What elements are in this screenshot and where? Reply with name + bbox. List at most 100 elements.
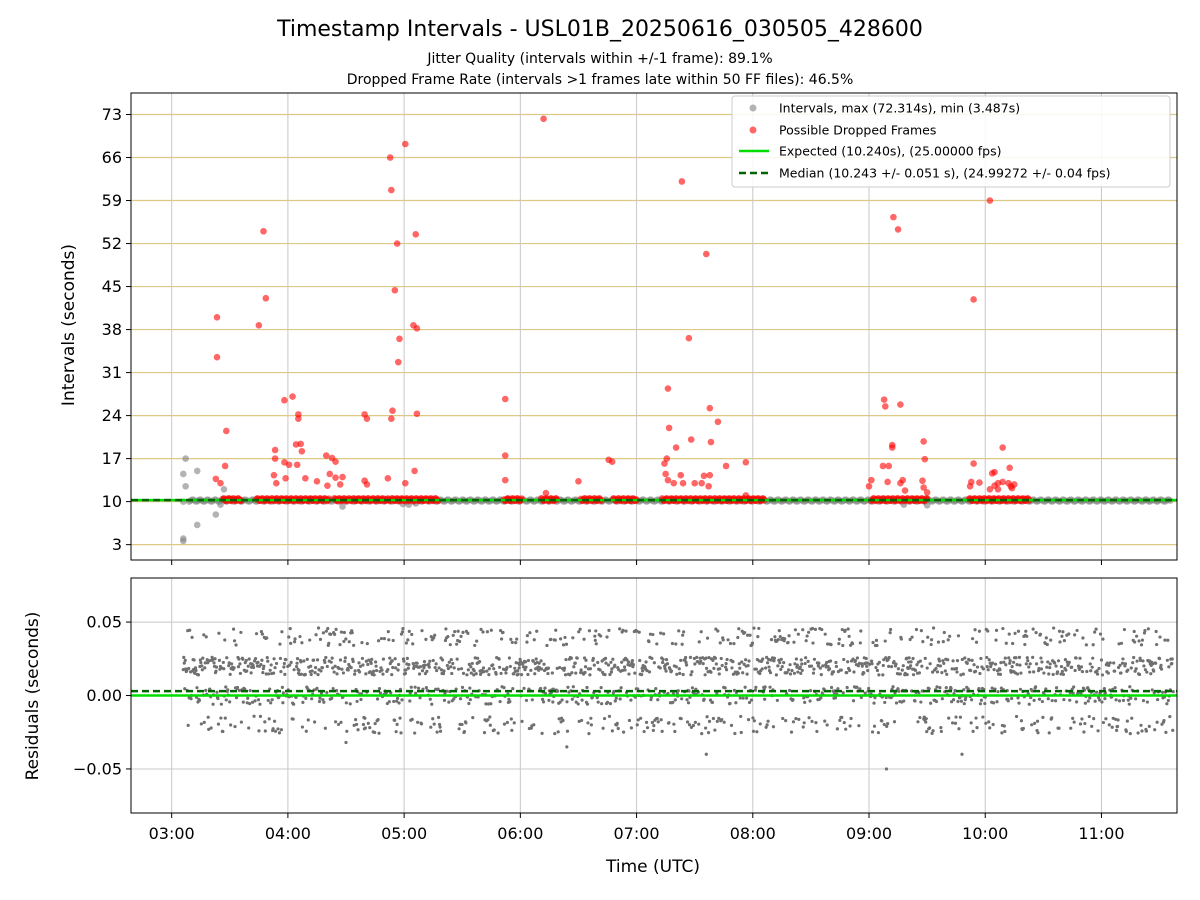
residual-point (917, 671, 922, 675)
dropped-frame-point (322, 452, 330, 459)
legend-label-intervals: Intervals, max (72.314s), min (3.487s) (779, 101, 1020, 116)
residual-point (442, 698, 447, 702)
residual-point (754, 685, 758, 689)
residual-point (959, 699, 963, 703)
residual-point (763, 685, 767, 689)
dropped-frame-point (920, 484, 927, 491)
residual-point (1119, 641, 1124, 645)
residual-point (849, 716, 853, 721)
dropped-frame-point (608, 458, 616, 465)
residual-point (949, 686, 953, 691)
residual-point (1115, 728, 1119, 732)
residual-point (532, 638, 536, 642)
residual-point (681, 633, 685, 637)
residual-point (393, 718, 397, 722)
dropped-frame-point (213, 353, 221, 361)
residual-point (458, 697, 463, 701)
residual-point (820, 627, 824, 632)
dropped-frame-point (672, 444, 680, 451)
residual-point (706, 730, 711, 735)
legend-marker-dropped (749, 126, 757, 134)
residual-point (465, 673, 469, 677)
dropped-frame-point (685, 334, 693, 342)
residual-point (956, 634, 961, 638)
residual-point (584, 658, 588, 662)
residual-point (491, 663, 495, 667)
residual-point (891, 685, 895, 689)
residual-point (427, 662, 431, 666)
residual-point (336, 722, 341, 727)
residual-point (565, 700, 569, 704)
residual-point (1064, 668, 1068, 672)
residual-point (374, 660, 378, 664)
residual-point (280, 630, 284, 634)
dropped-frame-point (363, 481, 371, 488)
residual-point (877, 660, 881, 664)
residual-point (633, 671, 637, 675)
residual-point (765, 723, 769, 727)
residual-point (505, 666, 509, 670)
residual-point (1165, 702, 1169, 706)
residual-point (466, 631, 470, 635)
dropped-frame-point (332, 458, 339, 465)
residual-point (433, 633, 437, 637)
residual-point (693, 720, 697, 724)
residual-point (476, 656, 480, 660)
residual-point (253, 699, 257, 703)
residual-point (1007, 632, 1011, 636)
residual-point (916, 720, 920, 724)
residual-point (1155, 642, 1159, 647)
residual-point (459, 634, 463, 638)
residual-point (183, 658, 187, 662)
residual-point (496, 731, 500, 735)
residual-point (811, 671, 816, 675)
residual-point (278, 642, 282, 646)
residual-point (704, 656, 708, 660)
residual-point (786, 640, 790, 645)
residual-point (587, 629, 592, 633)
residual-point (189, 697, 193, 701)
residual-point (588, 667, 593, 671)
residual-point (399, 731, 403, 735)
residual-point (263, 729, 267, 733)
residual-point (644, 720, 649, 724)
residual-point (655, 716, 659, 721)
residual-point (199, 722, 203, 726)
residual-point (918, 715, 922, 720)
residual-point (420, 629, 424, 633)
residual-point (467, 701, 471, 706)
residual-point (409, 685, 413, 689)
dropped-frame-point (665, 424, 673, 432)
x-tick-label: 05:00 (381, 824, 427, 843)
residual-point (256, 660, 260, 664)
dropped-frame-point (687, 436, 695, 443)
residual-point (304, 729, 308, 733)
residual-point (1053, 661, 1057, 665)
residual-point (652, 724, 656, 728)
residual-point (598, 668, 602, 672)
dropped-frame-point (293, 461, 301, 469)
residual-point (1047, 731, 1051, 735)
residual-point (394, 666, 398, 670)
residual-point (274, 661, 279, 666)
residual-point (318, 637, 323, 641)
residual-point (760, 667, 764, 671)
residual-point (1002, 660, 1006, 664)
residual-point (559, 637, 563, 641)
residual-point (656, 698, 660, 702)
residual-point (703, 673, 707, 677)
residual-point (272, 671, 276, 675)
residual-point (583, 665, 588, 669)
residual-point (958, 715, 963, 719)
residual-point (400, 698, 404, 702)
residual-point (1171, 690, 1175, 694)
residual-point (1092, 716, 1096, 721)
residual-point (254, 632, 259, 636)
residual-point (621, 730, 626, 734)
residual-point (848, 724, 852, 728)
residual-point (481, 666, 486, 670)
residual-point (329, 660, 333, 664)
residual-point (747, 659, 751, 663)
residual-point (366, 662, 370, 667)
residual-point (714, 662, 718, 666)
